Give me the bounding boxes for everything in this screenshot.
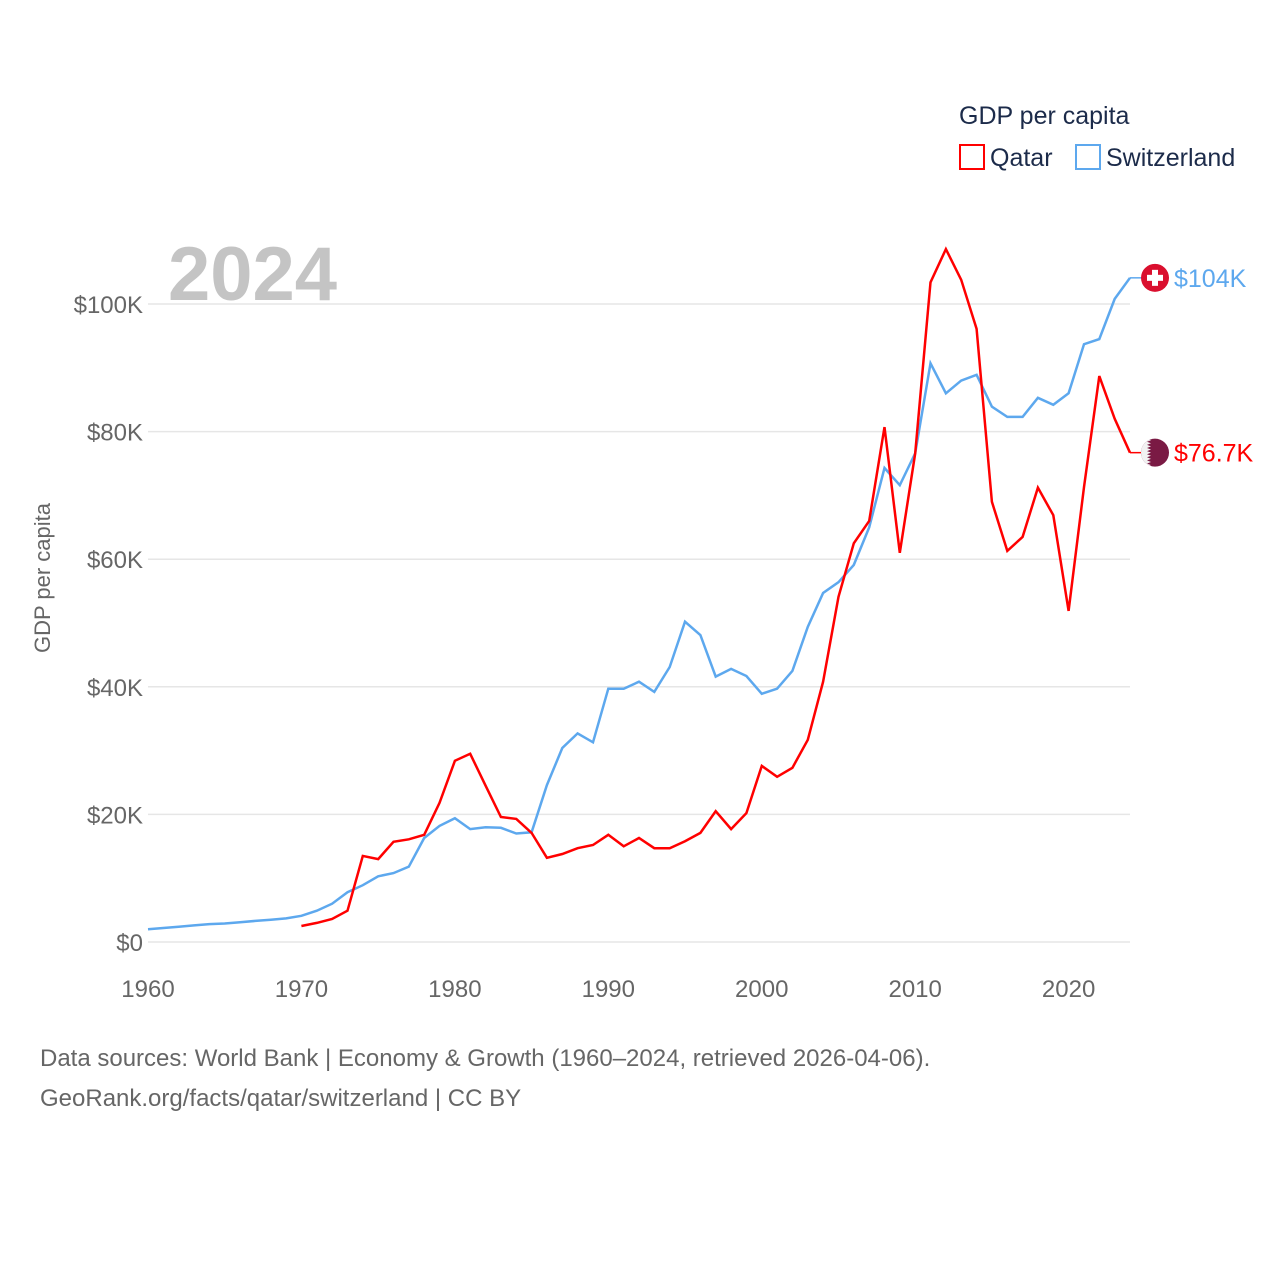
- legend: GDP per capita Qatar Switzerland: [959, 102, 1235, 172]
- source-link[interactable]: GeoRank.org/facts/qatar/switzerland | CC…: [40, 1085, 522, 1112]
- series-line-qatar: [301, 246, 1132, 928]
- x-tick-label: 1980: [428, 976, 481, 1003]
- series-line-switzerland: [147, 277, 1132, 931]
- x-axis-ticks: 1960 1970 1980 1990 2000 2010 2020: [121, 976, 1095, 1003]
- end-labels: $76.7K $104K: [1130, 263, 1254, 468]
- end-value-label-switzerland: $104K: [1174, 265, 1247, 293]
- x-tick-label: 1970: [275, 976, 328, 1003]
- x-tick-label: 2020: [1042, 976, 1095, 1003]
- legend-title: GDP per capita: [959, 102, 1130, 130]
- flag-white-band: [1141, 438, 1151, 467]
- y-tick-label: $100K: [74, 292, 143, 319]
- gridlines: [148, 303, 1130, 943]
- x-tick-label: 1960: [121, 976, 174, 1003]
- legend-label-switzerland[interactable]: Switzerland: [1106, 144, 1235, 172]
- y-axis-title: GDP per capita: [30, 502, 55, 653]
- year-label: 2024: [168, 232, 337, 317]
- y-tick-label: $60K: [87, 547, 143, 574]
- end-value-label-qatar: $76.7K: [1174, 440, 1254, 468]
- legend-swatch-switzerland[interactable]: [1075, 144, 1101, 170]
- data-sources-text: Data sources: World Bank | Economy & Gro…: [40, 1045, 931, 1072]
- series-lines: [147, 246, 1132, 931]
- y-tick-label: $80K: [87, 420, 143, 447]
- y-tick-label: $20K: [87, 802, 143, 829]
- legend-swatch-qatar[interactable]: [959, 144, 985, 170]
- qatar-flag-icon: [1141, 438, 1169, 467]
- y-tick-label: $0: [116, 930, 143, 957]
- flag-cross-h: [1147, 274, 1163, 281]
- x-tick-label: 2010: [888, 976, 941, 1003]
- x-tick-label: 1990: [582, 976, 635, 1003]
- legend-label-qatar[interactable]: Qatar: [990, 144, 1053, 172]
- y-axis-ticks: $0 $20K $40K $60K $80K $100K: [74, 292, 143, 957]
- switzerland-flag-icon: [1141, 263, 1169, 292]
- x-tick-label: 2000: [735, 976, 788, 1003]
- y-tick-label: $40K: [87, 675, 143, 702]
